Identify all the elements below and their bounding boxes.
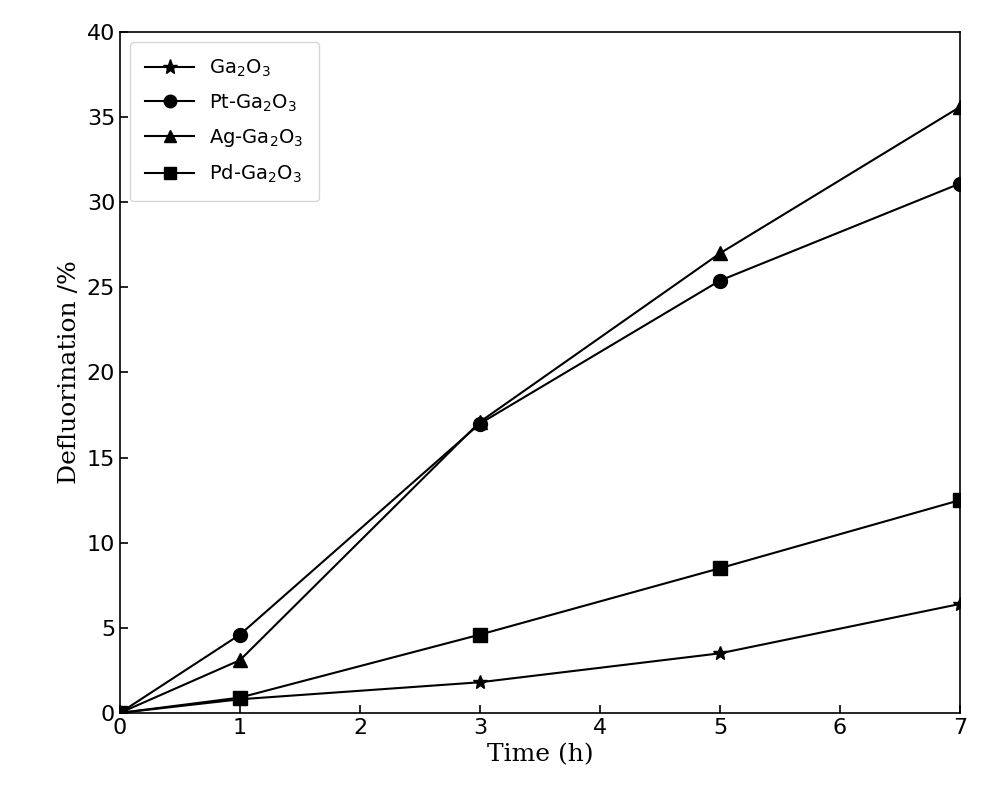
Y-axis label: Defluorination /%: Defluorination /% bbox=[58, 260, 81, 485]
Legend: Ga$_2$O$_3$, Pt-Ga$_2$O$_3$, Ag-Ga$_2$O$_3$, Pd-Ga$_2$O$_3$: Ga$_2$O$_3$, Pt-Ga$_2$O$_3$, Ag-Ga$_2$O$… bbox=[130, 42, 319, 200]
X-axis label: Time (h): Time (h) bbox=[487, 743, 593, 767]
